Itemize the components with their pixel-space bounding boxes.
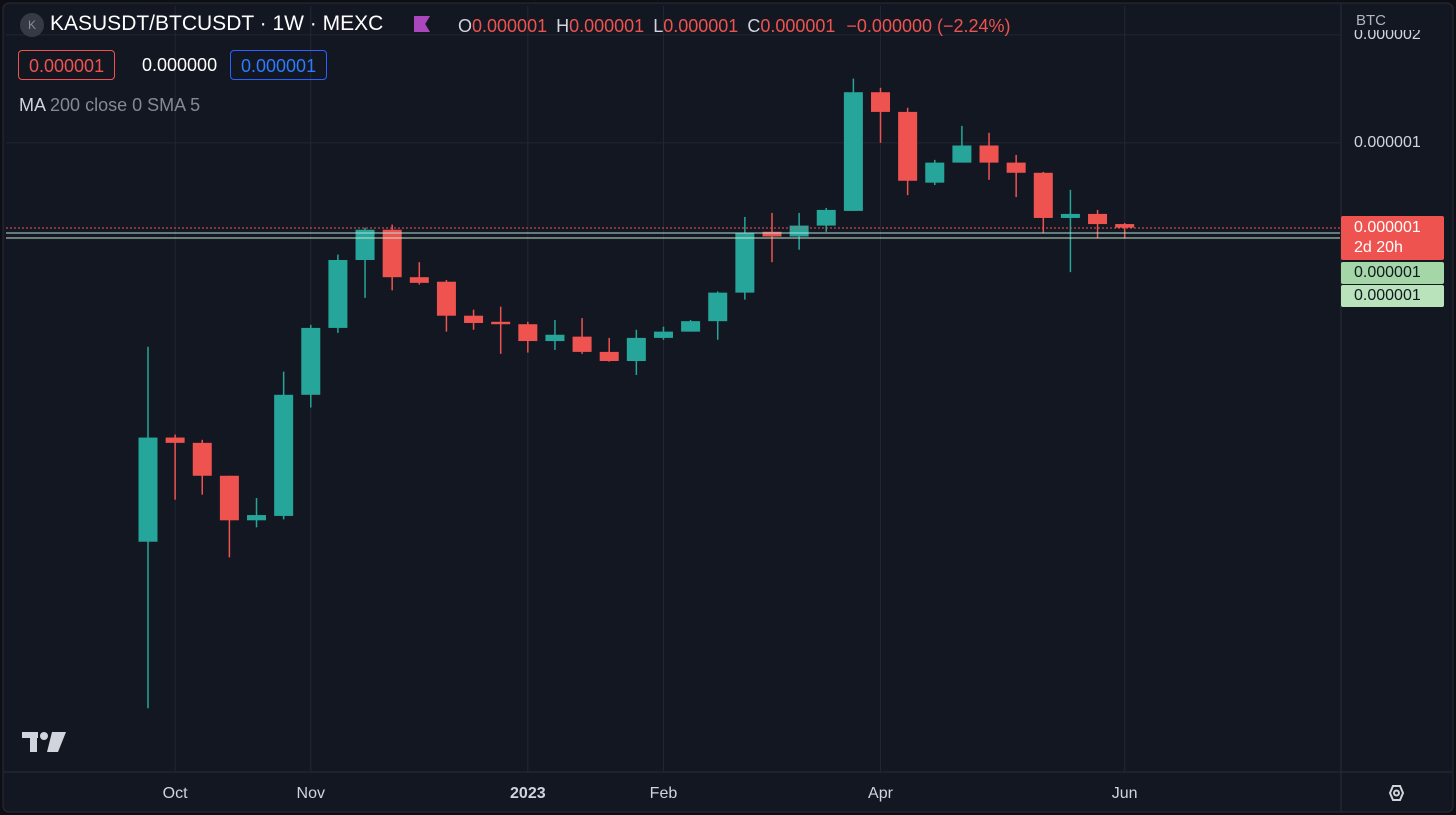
ohlc-value: 0.000001	[472, 16, 548, 36]
ohlc-value: 0.000001	[663, 16, 739, 36]
settings-icon[interactable]	[1388, 785, 1405, 801]
candle-body	[626, 337, 646, 362]
candle-body	[789, 225, 809, 237]
candle-body	[545, 334, 565, 342]
candle-body	[653, 331, 673, 338]
candle-body	[219, 475, 239, 521]
candle-body	[192, 442, 212, 476]
indicator-name: MA	[19, 95, 46, 115]
candle-body	[816, 209, 836, 226]
ohlc-change: −0.000000 (−2.24%)	[846, 16, 1011, 36]
candle-body	[871, 92, 891, 112]
candle-body	[762, 231, 782, 237]
candle-body	[952, 145, 972, 163]
ma-price-tag	[1341, 285, 1444, 307]
sell-button[interactable]: 0.000001	[18, 50, 116, 80]
candle-body	[1033, 172, 1053, 218]
x-tick-label: Nov	[297, 785, 325, 802]
ohlc-key: O	[458, 16, 473, 36]
currency-label: BTC	[1356, 12, 1386, 29]
candle-body	[138, 437, 158, 542]
candle-body	[1006, 162, 1026, 173]
ohlc-key: H	[556, 16, 570, 36]
indicator-legend: MA 200 close 0 SMA 5	[19, 95, 200, 116]
candle-body	[708, 292, 728, 322]
candle-body	[355, 229, 375, 261]
last-price: 0.000001	[1354, 219, 1421, 236]
candle-body	[681, 321, 701, 332]
ohlc-value: 0.000001	[569, 16, 645, 36]
candle-body	[491, 321, 511, 325]
ohlc-legend: O0.000001 H0.000001 L0.000001 C0.000001 …	[458, 16, 1011, 37]
candle-body	[1115, 224, 1135, 228]
spread: 0.000000	[142, 55, 218, 75]
candle-body	[301, 327, 321, 395]
candle-body	[464, 315, 484, 323]
candles	[138, 78, 1135, 709]
price-axis: 0.000001 0.000002	[1354, 26, 1421, 151]
indicator-params: 200 close 0 SMA 5	[50, 95, 201, 115]
candle-body	[843, 92, 863, 211]
countdown: 2d 20h	[1354, 239, 1403, 256]
ohlc-key: L	[653, 16, 664, 36]
symbol-title: KASUSDT/BTCUSDT · 1W · MEXC	[50, 12, 384, 35]
buy-button[interactable]: 0.000001	[230, 50, 328, 80]
candle-body	[328, 260, 348, 328]
tv-logo	[22, 732, 66, 752]
symbol-logo: K	[20, 13, 44, 37]
y-tick-label: 0.000002	[1354, 26, 1421, 43]
ohlc-value: 0.000001	[760, 16, 836, 36]
candle-body	[518, 324, 538, 342]
candle-body	[735, 232, 755, 293]
flag-icon[interactable]	[414, 16, 430, 32]
candle-body	[572, 336, 592, 352]
ma-price: 0.000001	[1354, 264, 1421, 281]
last-price-tag	[1341, 216, 1444, 260]
x-tick-label: Feb	[650, 785, 678, 802]
y-tick-label: 0.000001	[1354, 134, 1421, 151]
candle-body	[247, 515, 267, 521]
candle-body	[409, 277, 429, 283]
candle-body	[898, 111, 918, 181]
candle-body	[274, 394, 294, 516]
x-tick-label: Jun	[1112, 785, 1138, 802]
candle-body	[599, 351, 619, 362]
candle-body	[382, 229, 402, 278]
candle-body	[1060, 213, 1080, 218]
candle-body	[979, 145, 999, 163]
ma-price-tag	[1341, 262, 1444, 284]
x-tick-label: Oct	[163, 785, 188, 802]
candle-body	[925, 162, 945, 183]
x-tick-label: 2023	[510, 785, 546, 802]
candle-body	[1088, 213, 1108, 225]
ohlc-key: C	[747, 16, 761, 36]
ma-price: 0.000001	[1354, 287, 1421, 304]
candle-body	[165, 437, 185, 443]
x-tick-label: Apr	[868, 785, 894, 802]
candle-body	[436, 281, 456, 316]
